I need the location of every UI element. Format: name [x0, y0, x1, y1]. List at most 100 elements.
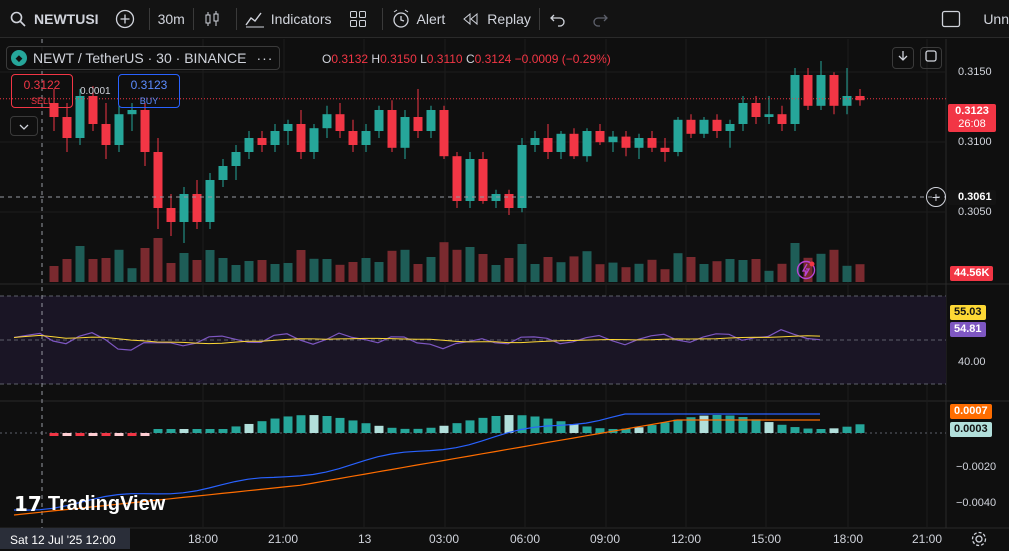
price-tick: 0.3050	[958, 206, 992, 218]
macd-histogram-bar	[413, 428, 423, 433]
high-label: H	[371, 52, 381, 66]
chevron-down-icon	[19, 117, 29, 135]
indicators-button[interactable]: Indicators	[237, 0, 340, 38]
volume-bar	[764, 270, 774, 282]
candle-body	[543, 138, 553, 152]
candle-body	[686, 119, 696, 134]
candle-body	[153, 152, 163, 208]
undo-button[interactable]	[540, 0, 582, 38]
candle-body	[517, 145, 527, 208]
volume-bar	[478, 254, 488, 282]
logo-text: TradingView	[47, 493, 166, 515]
candle-body	[270, 131, 280, 145]
volume-bar	[725, 259, 735, 282]
volume-bar	[842, 265, 852, 282]
settings-gear-icon[interactable]	[970, 530, 988, 548]
low-value: 0.3110	[426, 52, 463, 66]
candle-body	[465, 159, 475, 201]
alert-button[interactable]: Alert	[383, 0, 454, 38]
time-axis[interactable]: 18:00 21:00 13 03:00 06:00 09:00 12:00 1…	[0, 528, 1009, 551]
sell-label: SELL	[30, 96, 54, 106]
candle-body	[452, 156, 462, 201]
interval-button[interactable]: 30m	[150, 0, 193, 38]
macd-histogram-bar	[218, 429, 228, 433]
candle-body	[751, 103, 761, 117]
volume-bar	[296, 250, 306, 282]
macd-histogram-bar	[88, 433, 98, 436]
macd-histogram-bar	[634, 427, 644, 433]
collapse-legend-button[interactable]	[10, 116, 38, 136]
divider	[192, 7, 194, 30]
symbol-search-button[interactable]: NEWTUSI	[0, 0, 107, 38]
replay-button[interactable]: Replay	[453, 0, 539, 38]
volume-bar	[179, 253, 189, 282]
volume-bar	[218, 258, 228, 282]
macd-histogram-bar	[127, 433, 137, 436]
volume-bar	[699, 264, 709, 282]
macd-histogram-bar	[725, 415, 735, 433]
maximize-pane-button[interactable]	[920, 47, 942, 69]
macd-histogram-bar	[699, 415, 709, 433]
candle-body	[101, 124, 111, 145]
candle-body	[699, 119, 709, 134]
candle-body	[738, 103, 748, 124]
candle-body	[621, 136, 631, 148]
volume-bar	[387, 250, 397, 282]
macd-histogram-bar	[322, 416, 332, 433]
time-label: 18:00	[188, 532, 219, 546]
macd-histogram-bar	[647, 425, 657, 433]
time-label: 21:00	[912, 532, 943, 546]
high-value: 0.3150	[380, 52, 417, 66]
rsi-tick: 40.00	[958, 356, 986, 368]
tradingview-logo: 𝟭𝟳 TradingView	[14, 492, 165, 517]
open-label: O	[322, 52, 332, 66]
spread-value: 0.0001	[80, 86, 111, 97]
redo-button[interactable]	[582, 0, 624, 38]
layout-name-button[interactable]: Unn	[975, 0, 1009, 38]
candle-body	[361, 131, 371, 145]
macd-histogram-bar	[842, 426, 852, 433]
divider	[148, 7, 150, 30]
candle-body	[426, 110, 436, 131]
fullscreen-button[interactable]	[933, 0, 975, 38]
volume-bar	[504, 258, 514, 282]
lightning-icon[interactable]	[796, 260, 816, 280]
layouts-button[interactable]	[340, 0, 382, 38]
candle-body	[88, 96, 98, 124]
chart-type-button[interactable]	[194, 0, 236, 38]
volume-bar	[205, 250, 215, 282]
compare-button[interactable]	[107, 0, 149, 38]
buy-button[interactable]: 0.3123 BUY	[118, 74, 180, 108]
add-price-line-button[interactable]: +	[926, 187, 946, 207]
crosshair-price-badge: 0.3061	[948, 190, 996, 205]
alert-label: Alert	[416, 10, 446, 27]
candle-body	[504, 194, 514, 208]
macd-histogram-bar	[62, 433, 72, 436]
rsi-line	[13, 329, 821, 351]
candle-body	[829, 75, 839, 106]
plus-icon: +	[931, 189, 941, 205]
indicators-label: Indicators	[270, 10, 332, 27]
rsi-ma-badge: 55.03	[950, 305, 986, 320]
macd-histogram-bar	[348, 420, 358, 433]
macd-histogram-bar	[244, 423, 254, 433]
volume-bar	[114, 249, 124, 282]
volume-bar	[88, 259, 98, 282]
macd-histogram-bar	[452, 423, 462, 433]
more-dots-icon[interactable]: ···	[256, 50, 274, 66]
scroll-down-button[interactable]	[892, 47, 914, 69]
candle-body	[400, 117, 410, 148]
symbol-legend[interactable]: ◆ NEWT / TetherUS · 30 · BINANCE ···	[6, 46, 281, 70]
volume-bar	[491, 265, 501, 282]
volume-bar	[426, 257, 436, 282]
macd-histogram-bar	[205, 429, 215, 433]
macd-histogram-bar	[257, 421, 267, 433]
candle-body	[192, 194, 202, 222]
candle-body	[660, 147, 670, 152]
price-tick: 0.3150	[958, 66, 992, 78]
buy-label: BUY	[139, 96, 159, 106]
macd-histogram-bar	[569, 424, 579, 433]
sell-button[interactable]: 0.3122 SELL	[11, 74, 73, 108]
alarm-clock-icon	[391, 9, 411, 29]
